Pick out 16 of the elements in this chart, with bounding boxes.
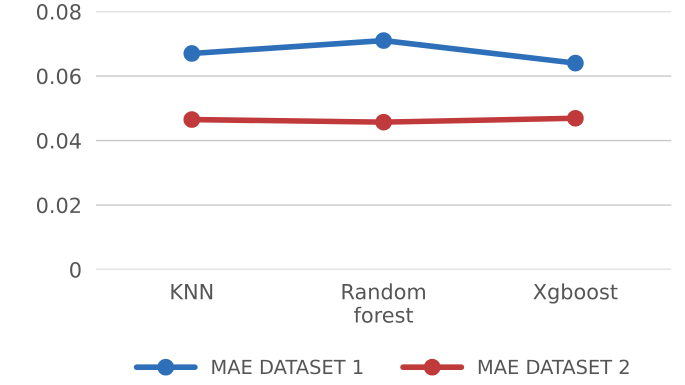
point	[567, 110, 584, 127]
y-tick-label: 0.04	[37, 132, 81, 149]
x-tick-label: KNN	[171, 284, 212, 300]
point	[375, 32, 392, 49]
x-tick-label: Xgboost	[533, 283, 618, 304]
point	[567, 54, 584, 72]
y-tick-label: 0	[70, 262, 81, 278]
point	[375, 114, 392, 130]
y-tick-label: 0.02	[37, 197, 80, 214]
x-tick-label: Random forest	[342, 283, 425, 323]
y-tick-label: 0.06	[37, 68, 81, 84]
point	[183, 111, 200, 128]
point	[183, 45, 200, 62]
legend-label: MAE DATASET 1	[212, 360, 362, 374]
y-tick-label: 0.08	[37, 4, 81, 20]
legend-label: MAE DATASET 2	[478, 360, 629, 374]
